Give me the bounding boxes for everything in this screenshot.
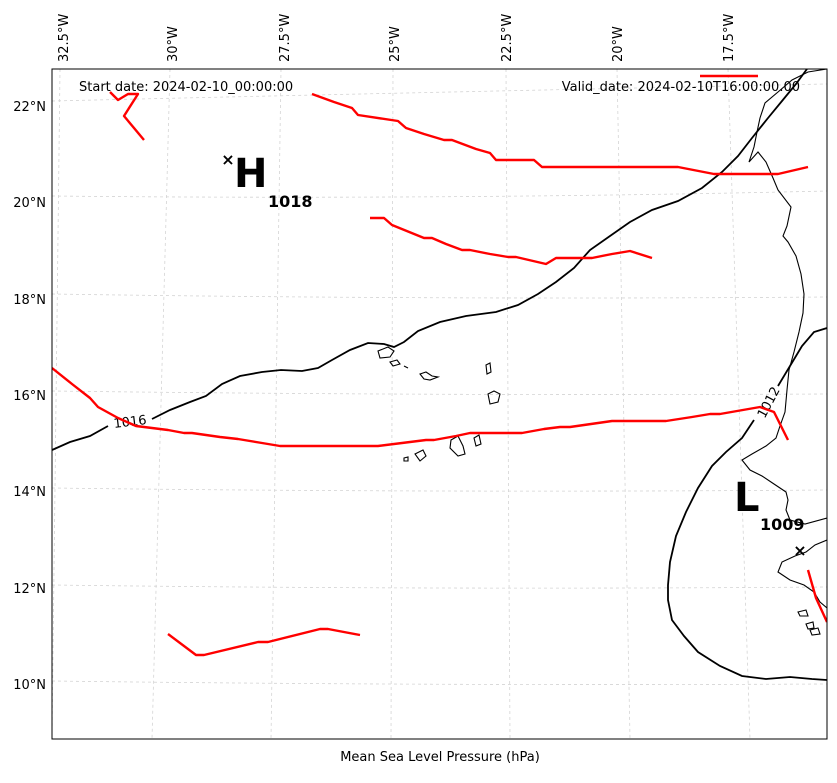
bijagos-islands bbox=[797, 609, 821, 636]
cabo-verde-island-10 bbox=[403, 456, 409, 462]
plot-frame bbox=[51, 68, 828, 740]
lat-tick-12n: 12°N bbox=[13, 582, 46, 597]
lat-tick-20n: 20°N bbox=[13, 196, 46, 211]
lon-tick-22-5w: 22.5°W bbox=[500, 14, 515, 62]
high-center-marker: × bbox=[221, 150, 234, 169]
high-symbol: H bbox=[234, 151, 267, 197]
lat-tick-10n: 10°N bbox=[13, 678, 46, 693]
africa-coast bbox=[741, 69, 827, 525]
fronts bbox=[52, 74, 827, 657]
cabo-verde-island-4 bbox=[419, 371, 441, 381]
valid-date-label: Valid_date: 2024-02-10T16:00:00.00 bbox=[562, 80, 800, 95]
high-pressure-center: × H 1018 bbox=[221, 150, 312, 211]
start-date-label: Start date: 2024-02-10_00:00:00 bbox=[79, 80, 293, 95]
lon-tick-30w: 30°W bbox=[166, 26, 181, 62]
cabo-verde-island-7 bbox=[449, 435, 466, 457]
lat-tick-16n: 16°N bbox=[13, 389, 46, 404]
front-southeast bbox=[806, 569, 827, 623]
isobars: 1016 1012 bbox=[52, 69, 827, 681]
front-main bbox=[52, 367, 790, 448]
lon-tick-20w: 20°W bbox=[611, 26, 626, 62]
lat-tick-22n: 22°N bbox=[13, 100, 46, 115]
lon-tick-25w: 25°W bbox=[388, 26, 403, 62]
cabo-verde-island-9 bbox=[414, 449, 427, 462]
isobar-1012 bbox=[667, 327, 827, 681]
graticule bbox=[52, 69, 827, 739]
high-value: 1018 bbox=[268, 192, 313, 211]
lon-tick-17-5w: 17.5°W bbox=[722, 14, 737, 62]
lon-tick-27-5w: 27.5°W bbox=[278, 14, 293, 62]
cabo-verde-island-5 bbox=[485, 362, 492, 375]
x-axis-label: Mean Sea Level Pressure (hPa) bbox=[340, 750, 540, 765]
low-value: 1009 bbox=[760, 515, 805, 534]
lon-tick-labels: 32.5°W 30°W 27.5°W 25°W 22.5°W 20°W 17.5… bbox=[57, 14, 737, 62]
low-pressure-center: L 1009 × bbox=[734, 475, 807, 560]
lat-tick-18n: 18°N bbox=[13, 293, 46, 308]
isobar-1016 bbox=[52, 69, 808, 451]
low-center-marker: × bbox=[793, 541, 806, 560]
cabo-verde-island-1 bbox=[377, 346, 395, 359]
isobar-label-1012: 1012 bbox=[755, 385, 784, 421]
front-middle bbox=[370, 216, 653, 266]
cabo-verde-island-2 bbox=[389, 359, 401, 367]
cabo-verde-island-8 bbox=[473, 434, 482, 447]
front-south bbox=[167, 627, 361, 657]
lat-tick-labels: 22°N 20°N 18°N 16°N 14°N 12°N 10°N bbox=[13, 100, 46, 693]
coastline bbox=[377, 69, 827, 636]
cabo-verde-island-3 bbox=[403, 365, 409, 369]
front-north bbox=[311, 92, 809, 176]
lon-tick-32-5w: 32.5°W bbox=[57, 14, 72, 62]
lat-tick-14n: 14°N bbox=[13, 485, 46, 500]
front-north-west bbox=[109, 91, 145, 141]
low-symbol: L bbox=[734, 475, 760, 521]
cabo-verde-island-6 bbox=[487, 390, 501, 405]
